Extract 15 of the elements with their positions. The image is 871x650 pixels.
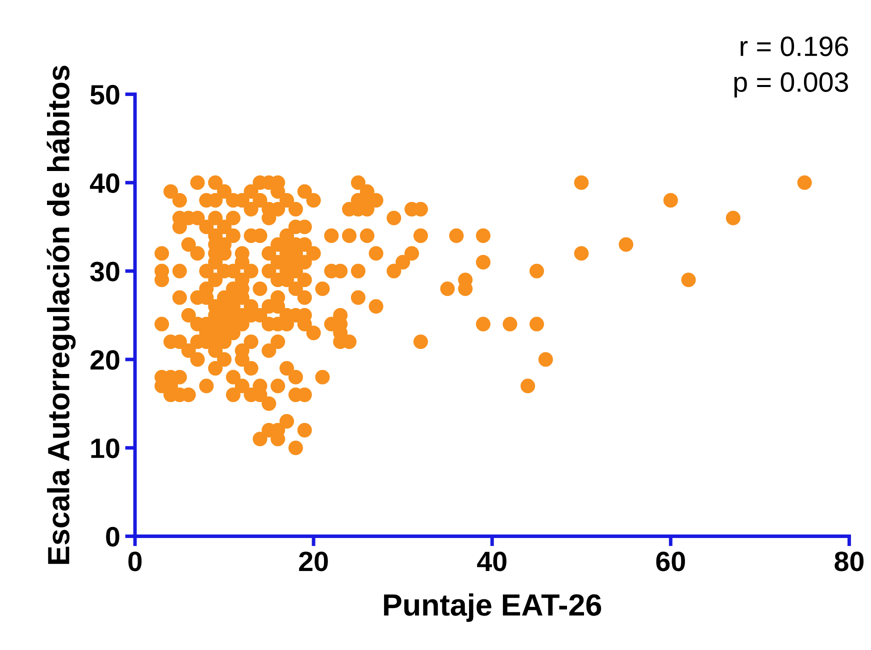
y-tick-label: 10	[91, 438, 120, 458]
text: r = 0.196	[740, 36, 848, 56]
annotation: p = 0.003	[734, 72, 848, 98]
y-tick-label: 50	[90, 84, 120, 105]
x-axis-title: Puntaje EAT-26	[384, 593, 602, 622]
x-tick-label: 20	[299, 552, 328, 572]
y-tick-label: 20	[90, 350, 120, 370]
y-tick-label: 30	[90, 262, 120, 282]
x-tick-label: 80	[834, 552, 864, 572]
y-tick-label: 40	[90, 173, 120, 193]
y-tick-label: 0	[106, 526, 120, 547]
x-tick-label: 60	[656, 552, 685, 572]
y-axis-title: Escala Autorregulación de hábitos	[46, 66, 76, 564]
x-tick-label: 40	[477, 552, 506, 572]
x-tick-label: 0	[128, 552, 142, 572]
